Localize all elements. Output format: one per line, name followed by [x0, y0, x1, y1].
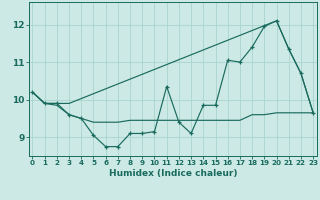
- X-axis label: Humidex (Indice chaleur): Humidex (Indice chaleur): [108, 169, 237, 178]
